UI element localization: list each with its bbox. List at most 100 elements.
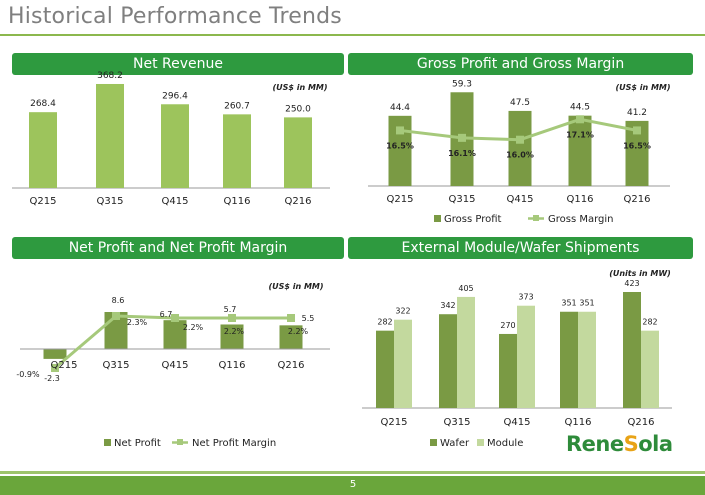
- net-profit-header: Net Profit and Net Profit Margin: [12, 237, 344, 259]
- shipments-module-value-label: 351: [579, 299, 594, 308]
- net-profit-value-label: 5.5: [302, 314, 315, 323]
- gross-profit-bar: [625, 120, 649, 186]
- gross-profit-tick-label: Q215: [387, 194, 414, 205]
- net-revenue-tick-label: Q215: [30, 196, 57, 207]
- shipments-unit-note: (Units in MW): [609, 269, 671, 278]
- gross-profit-bar: [388, 115, 412, 186]
- shipments-wafer-bar: [439, 314, 457, 408]
- net-profit-bar: [163, 320, 187, 349]
- gross-margin-value-label: 16.5%: [623, 141, 651, 150]
- gross-profit-tick-label: Q116: [567, 194, 594, 205]
- shipments-tick-label: Q315: [444, 417, 471, 428]
- gross-profit-tick-label: Q415: [507, 194, 534, 205]
- net-revenue-bar: [284, 117, 312, 188]
- shipments-module-bar: [641, 330, 659, 408]
- shipments-wafer-value-label: 270: [500, 321, 515, 330]
- shipments-wafer-value-label: 342: [440, 301, 455, 310]
- net-profit-value-label: 8.6: [112, 296, 125, 305]
- net-profit-margin-value-label: -0.9%: [16, 370, 40, 379]
- net-profit-tick-label: Q116: [219, 360, 246, 371]
- gross-margin-value-label: 16.0%: [506, 151, 534, 160]
- net-profit-tick-label: Q315: [103, 360, 130, 371]
- net-profit-value-label: 6.7: [160, 310, 173, 319]
- net-profit-legend-swatch: [104, 439, 111, 446]
- net-revenue-value-label: 296.4: [162, 91, 188, 101]
- net-revenue-unit-note: (US$ in MM): [272, 83, 327, 92]
- net-profit-tick-label: Q216: [278, 360, 305, 371]
- net-profit-unit-note: (US$ in MM): [268, 282, 323, 291]
- net-profit-margin-point: [287, 314, 295, 322]
- shipments-wafer-value-label: 423: [624, 279, 639, 288]
- gross-margin-point: [396, 126, 404, 135]
- net-revenue-bar: [223, 114, 251, 188]
- net-profit-margin-point: [51, 364, 59, 372]
- shipments-tick-label: Q415: [504, 417, 531, 428]
- net-profit-margin-point: [228, 314, 236, 322]
- net-profit-bar: [43, 349, 67, 359]
- net-profit-bar: [279, 325, 303, 349]
- gross-profit-unit-note: (US$ in MM): [615, 83, 670, 92]
- shipments-module-bar: [457, 296, 475, 408]
- net-profit-margin-value-label: 2.2%: [183, 323, 204, 332]
- gross-profit-tick-label: Q216: [624, 194, 651, 205]
- net-profit-margin-point: [171, 314, 179, 322]
- net-profit-margin-legend-label: Net Profit Margin: [192, 438, 276, 449]
- net-profit-margin-value-label: 2.3%: [127, 318, 148, 327]
- net-profit-margin-point: [112, 312, 120, 320]
- shipments-module-legend-swatch: [477, 439, 484, 446]
- net-profit-value-label: 5.7: [224, 305, 237, 314]
- shipments-wafer-bar: [376, 330, 394, 408]
- gross-profit-value-label: 41.2: [627, 108, 647, 118]
- footer-line: [0, 471, 705, 474]
- shipments-wafer-value-label: 282: [377, 318, 392, 327]
- shipments-module-legend-label: Module: [487, 438, 523, 449]
- shipments-header: External Module/Wafer Shipments: [348, 237, 693, 259]
- gross-margin-point: [516, 135, 524, 144]
- shipments-wafer-bar: [560, 311, 578, 408]
- shipments-tick-label: Q216: [628, 417, 655, 428]
- shipments-tick-label: Q215: [381, 417, 408, 428]
- shipments-wafer-bar: [499, 333, 517, 408]
- gross-profit-bar: [568, 115, 592, 186]
- shipments-module-value-label: 282: [642, 318, 657, 327]
- gross-profit-tick-label: Q315: [449, 194, 476, 205]
- title-divider: [0, 34, 705, 36]
- net-revenue-tick-label: Q116: [224, 196, 251, 207]
- page-title: Historical Performance Trends: [8, 4, 342, 29]
- net-revenue-tick-label: Q415: [162, 196, 189, 207]
- gross-margin-value-label: 16.1%: [448, 149, 476, 158]
- net-revenue-value-label: 368.2: [97, 71, 123, 81]
- net-revenue-value-label: 268.4: [30, 99, 56, 109]
- gross-profit-bar: [508, 110, 532, 186]
- renesola-logo: ReneSola: [566, 432, 673, 456]
- gross-margin-legend-line-marker: [533, 215, 539, 221]
- gross-margin-point: [576, 115, 584, 124]
- gross-profit-header: Gross Profit and Gross Margin: [348, 53, 693, 75]
- shipments-module-value-label: 373: [518, 293, 533, 302]
- shipments-module-value-label: 405: [458, 284, 473, 293]
- net-profit-tick-label: Q215: [51, 360, 78, 371]
- gross-profit-value-label: 59.3: [452, 79, 472, 89]
- shipments-wafer-value-label: 351: [561, 299, 576, 308]
- net-revenue-value-label: 250.0: [285, 104, 311, 114]
- net-revenue-bar: [161, 104, 189, 188]
- shipments-module-bar: [578, 311, 596, 408]
- net-profit-margin-value-label: 2.2%: [288, 327, 309, 336]
- net-revenue-header: Net Revenue: [12, 53, 344, 75]
- net-profit-margin-value-label: 2.2%: [224, 327, 245, 336]
- footer-bar: [0, 476, 705, 495]
- gross-margin-point: [458, 133, 466, 142]
- shipments-tick-label: Q116: [565, 417, 592, 428]
- net-profit-value-label: -2.3: [44, 374, 60, 383]
- shipments-module-bar: [394, 319, 412, 408]
- gross-margin-legend-label: Gross Margin: [548, 214, 614, 225]
- net-profit-bar: [220, 324, 244, 349]
- gross-profit-legend-label: Gross Profit: [444, 214, 502, 225]
- shipments-wafer-legend-label: Wafer: [440, 438, 470, 449]
- gross-profit-value-label: 44.4: [390, 103, 410, 113]
- gross-profit-legend-swatch: [434, 215, 441, 222]
- net-profit-legend-label: Net Profit: [114, 438, 161, 449]
- net-revenue-value-label: 260.7: [224, 101, 250, 111]
- shipments-module-value-label: 322: [395, 307, 410, 316]
